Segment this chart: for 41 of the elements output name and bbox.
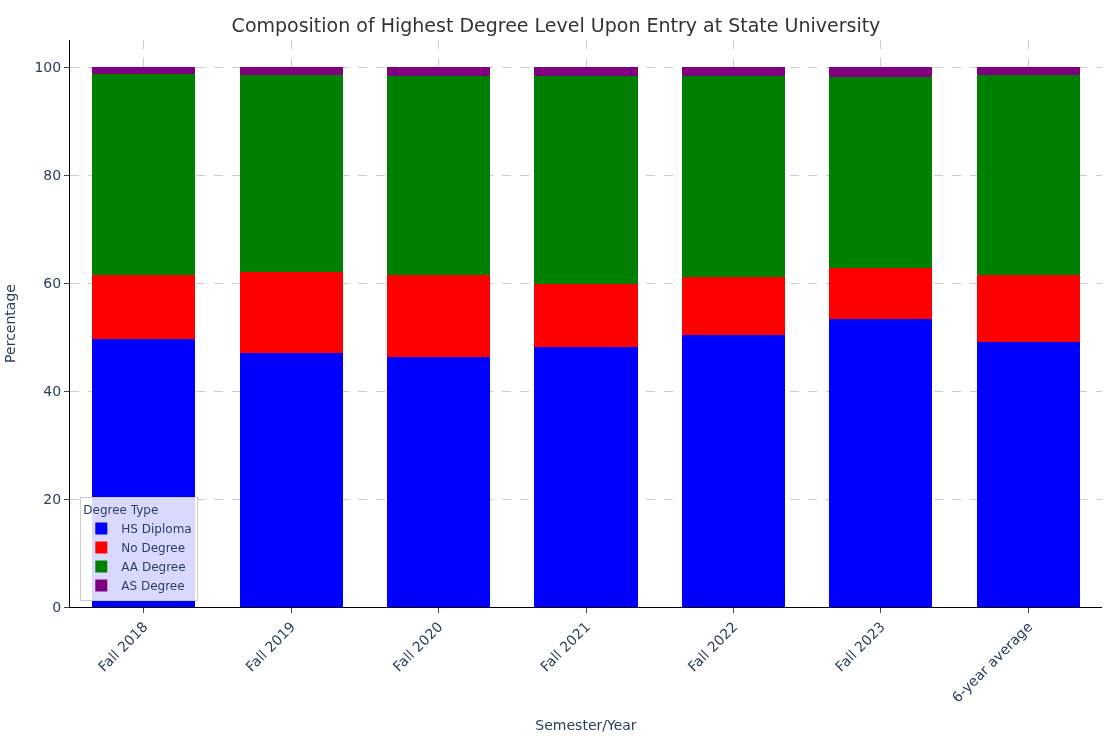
legend-label: AA Degree [121, 560, 186, 575]
legend-label: No Degree [121, 541, 186, 556]
bar [681, 277, 786, 336]
bar [534, 346, 638, 607]
y-tick-label: 0 [52, 598, 62, 615]
legend-label: HS Diploma [121, 522, 192, 537]
bar [239, 67, 343, 75]
chart-title: Composition of Highest Degree Level Upon Entry at State University [231, 13, 881, 36]
bar [92, 275, 196, 339]
bar [239, 271, 343, 353]
bar [239, 352, 343, 607]
bar [534, 67, 638, 77]
y-tick-label: 20 [43, 490, 62, 507]
y-axis-title: Percentage [2, 284, 19, 363]
bar [976, 341, 1080, 607]
bar [976, 75, 1080, 276]
bar [386, 356, 491, 607]
bar [829, 267, 933, 319]
bar [534, 76, 638, 284]
y-tick-label: 80 [43, 166, 62, 183]
bar [681, 67, 786, 76]
bar [829, 318, 933, 607]
bar [386, 274, 491, 357]
bar [681, 75, 786, 278]
y-tick-label: 60 [43, 274, 62, 291]
legend-label: AS Degree [121, 579, 185, 594]
bar [976, 67, 1080, 76]
bar [386, 67, 491, 76]
bar [829, 67, 933, 77]
bar [239, 74, 343, 272]
bar [92, 74, 196, 276]
bar [681, 335, 786, 607]
y-tick-label: 100 [34, 58, 62, 75]
y-tick-label: 40 [43, 382, 62, 399]
bar [386, 75, 491, 275]
bar [829, 76, 933, 268]
bar [976, 275, 1080, 342]
bar [92, 67, 196, 75]
legend-title: Degree Type [83, 502, 159, 517]
x-axis-title: Semester/Year [535, 716, 637, 733]
bar [534, 283, 638, 347]
